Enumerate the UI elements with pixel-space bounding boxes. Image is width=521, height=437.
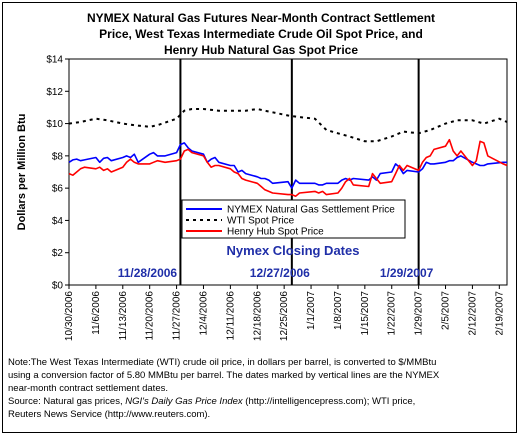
y-tick-label: $0 (52, 281, 64, 292)
chart-title-line: Price, West Texas Intermediate Crude Oil… (99, 27, 423, 41)
source-prefix: Source: Natural gas prices, (8, 396, 126, 407)
y-tick-label: $6 (52, 184, 64, 195)
x-tick-label: 2/5/2007 (441, 291, 452, 330)
y-tick-label: $14 (46, 55, 63, 66)
x-tick-label: 1/22/2007 (387, 291, 398, 336)
legend-label: WTI Spot Price (227, 216, 295, 227)
x-tick-label: 1/8/2007 (333, 291, 344, 330)
x-tick-label: 11/27/2006 (172, 291, 183, 341)
source-index-name: NGI's Daily Gas Price Index (125, 396, 243, 407)
note-line-3: near-month contract settlement dates. (8, 383, 168, 394)
x-tick-label: 11/6/2006 (91, 291, 102, 335)
series-line-2 (68, 108, 508, 143)
x-tick-label: 2/12/2007 (467, 291, 478, 336)
note-block: Note:The West Texas Intermediate (WTI) c… (8, 356, 513, 421)
note-line-2: using a conversion factor of 5.80 MMBtu … (8, 370, 440, 381)
source-line: Source: Natural gas prices, NGI's Daily … (8, 395, 513, 408)
x-tick-label: 11/13/2006 (118, 291, 129, 341)
series-line-3 (68, 138, 508, 197)
x-tick-label: 12/11/2006 (225, 291, 236, 341)
chart-title-line: Henry Hub Natural Gas Spot Price (164, 43, 358, 57)
y-tick-label: $10 (46, 119, 63, 130)
y-tick-label: $8 (52, 151, 64, 162)
x-tick-label: 2/19/2007 (494, 291, 505, 336)
y-tick-label: $12 (46, 87, 63, 98)
chart: NYMEX Natural Gas Futures Near-Month Con… (16, 11, 508, 341)
series-line-1 (68, 142, 507, 189)
closing-dates-annotation: Nymex Closing Dates (227, 243, 360, 258)
y-axis-label: Dollars per Million Btu (16, 114, 28, 231)
legend-label: NYMEX Natural Gas Settlement Price (227, 205, 395, 216)
x-tick-label: 1/29/2007 (414, 291, 425, 336)
closing-date-label: 1/29/2007 (380, 266, 434, 280)
note-line-5: Reuters News Service (http://www.reuters… (8, 409, 211, 420)
x-tick-label: 12/18/2006 (252, 291, 263, 341)
note-line-1: Note:The West Texas Intermediate (WTI) c… (8, 357, 437, 368)
x-tick-label: 12/4/2006 (198, 291, 209, 336)
y-tick-label: $2 (52, 248, 64, 259)
x-tick-label: 10/30/2006 (64, 291, 75, 341)
chart-frame: NYMEX Natural Gas Futures Near-Month Con… (2, 2, 517, 433)
x-tick-label: 1/15/2007 (360, 291, 371, 336)
closing-date-label: 12/27/2006 (250, 266, 310, 280)
closing-date-label: 11/28/2006 (118, 266, 178, 280)
chart-title-line: NYMEX Natural Gas Futures Near-Month Con… (87, 11, 435, 25)
x-tick-label: 11/20/2006 (145, 291, 156, 341)
legend-label: Henry Hub Spot Price (227, 227, 324, 238)
x-tick-label: 12/25/2006 (279, 291, 290, 341)
plot-area (68, 58, 508, 286)
source-mid: (http://intelligencepress.com); WTI pric… (242, 396, 416, 407)
y-tick-label: $4 (52, 216, 64, 227)
x-tick-label: 1/1/2007 (306, 291, 317, 330)
